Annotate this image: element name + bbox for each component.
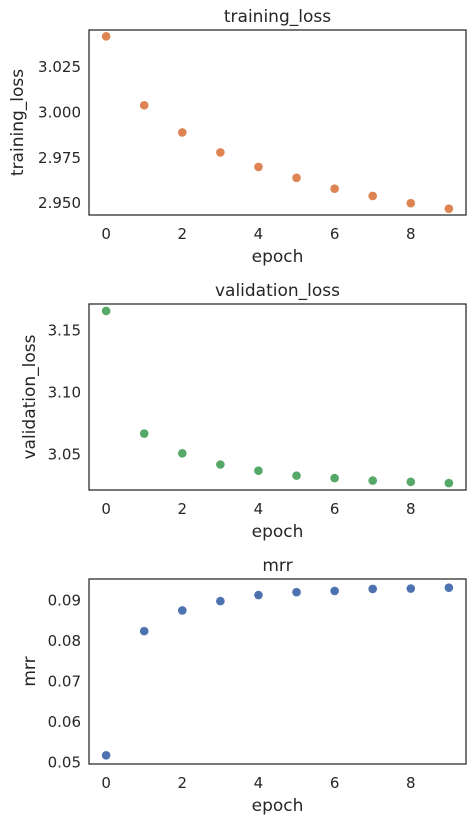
- data-point: [292, 471, 301, 480]
- data-point: [216, 460, 225, 469]
- plot-frame: [88, 578, 467, 765]
- data-point: [101, 32, 111, 41]
- data-point: [177, 128, 187, 137]
- y-tick-label: 3.025: [38, 58, 81, 76]
- data-point: [368, 584, 378, 594]
- x-tick-label: 8: [406, 225, 416, 243]
- y-tick-label: 0.08: [48, 632, 81, 650]
- data-point: [254, 466, 263, 475]
- data-point: [368, 191, 378, 201]
- data-point: [216, 148, 225, 157]
- x-tick-label: 6: [330, 774, 340, 792]
- x-tick-label: 0: [101, 774, 111, 792]
- data-point: [254, 590, 263, 600]
- data-point: [177, 606, 187, 615]
- data-point: [368, 476, 378, 485]
- chart-title: training_loss: [224, 7, 331, 27]
- data-point: [292, 173, 301, 183]
- y-tick-label: 2.950: [38, 194, 81, 212]
- data-point: [406, 584, 416, 593]
- chart-title: validation_loss: [215, 281, 340, 301]
- x-axis-label: epoch: [252, 522, 304, 542]
- x-tick-label: 2: [178, 225, 188, 243]
- data-point: [139, 100, 149, 110]
- data-point: [406, 198, 416, 208]
- data-point: [406, 477, 416, 487]
- plot-frame: [88, 29, 467, 216]
- data-point: [444, 204, 454, 213]
- x-tick-label: 8: [406, 500, 416, 518]
- data-point: [139, 626, 149, 636]
- data-point: [101, 306, 111, 316]
- data-point: [139, 429, 149, 438]
- y-tick-label: 0.06: [48, 713, 81, 731]
- data-point: [177, 449, 187, 458]
- data-point: [444, 583, 454, 593]
- x-axis-label: epoch: [252, 247, 304, 267]
- x-tick-label: 4: [254, 500, 264, 518]
- chart-panel-2: mrr 0 2 4 6 8 0.05 0.06 0.07 0.08 0.09 epoch mrr: [20, 556, 467, 816]
- y-tick-label: 3.05: [48, 446, 81, 464]
- x-tick-label: 8: [406, 774, 416, 792]
- data-point: [101, 750, 111, 760]
- x-tick-label: 4: [254, 774, 264, 792]
- y-tick-label: 3.15: [48, 322, 81, 340]
- x-tick-label: 4: [254, 225, 264, 243]
- y-tick-label: 0.07: [48, 672, 81, 690]
- y-tick-label: 2.975: [38, 149, 81, 167]
- x-tick-label: 6: [330, 225, 340, 243]
- y-tick-label: 0.05: [48, 754, 81, 772]
- y-axis-label: mrr: [20, 656, 40, 686]
- y-tick-label: 3.10: [48, 384, 81, 402]
- y-tick-label: 3.000: [38, 104, 81, 122]
- plot-frame: [88, 303, 467, 491]
- x-tick-label: 0: [101, 225, 111, 243]
- y-axis-label: training_loss: [8, 69, 28, 176]
- x-tick-label: 2: [178, 774, 188, 792]
- x-tick-label: 0: [101, 500, 111, 518]
- x-axis-label: epoch: [252, 796, 304, 816]
- y-tick-label: 0.09: [48, 591, 81, 609]
- data-point: [444, 478, 454, 488]
- data-point: [330, 586, 339, 596]
- data-point: [330, 184, 339, 194]
- chart-title: mrr: [262, 556, 292, 576]
- chart-panel-0: training_loss 0 2 4 6 8 2.950 2.975 3.000 3.025 ep…: [8, 7, 467, 267]
- data-point: [216, 596, 225, 606]
- data-point: [292, 587, 301, 597]
- data-point: [254, 162, 263, 172]
- x-tick-label: 6: [330, 500, 340, 518]
- x-tick-label: 2: [178, 500, 188, 518]
- y-axis-label: validation_loss: [20, 334, 40, 459]
- data-point: [330, 473, 339, 483]
- chart-panel-1: validation_loss 0 2 4 6 8 3.05 3.10 3.15 epoch val…: [20, 281, 467, 542]
